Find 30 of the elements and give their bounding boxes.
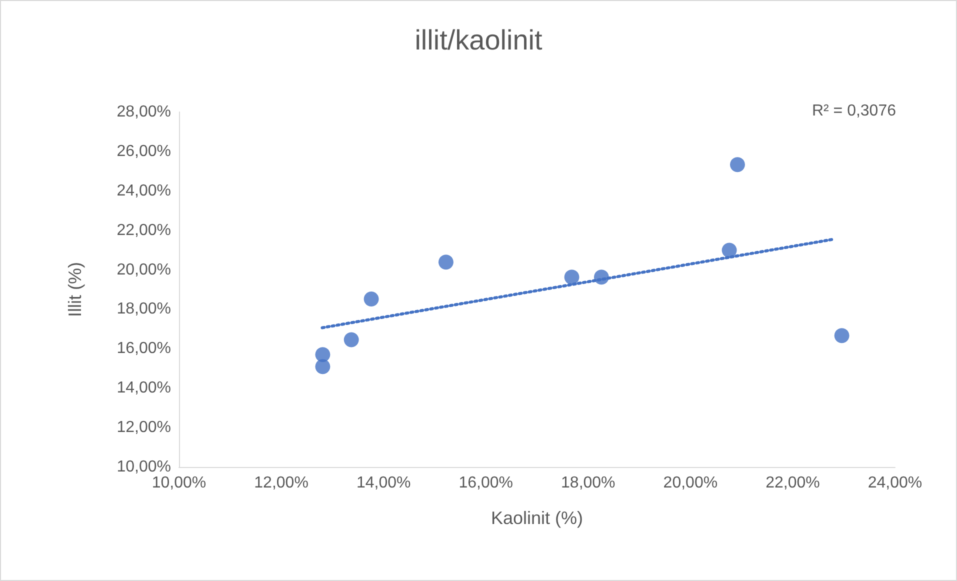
chart-title: illit/kaolinit: [414, 24, 543, 56]
point: [315, 359, 330, 374]
point: [730, 157, 745, 172]
y-tick-label: 28,00%: [116, 104, 171, 120]
y-tick-label: 14,00%: [116, 380, 171, 397]
x-tick-label: 16,00%: [458, 474, 513, 492]
y-tick-label: 20,00%: [116, 261, 171, 278]
x-tick-label: 20,00%: [663, 474, 718, 492]
x-tick-label: 12,00%: [254, 474, 308, 492]
point: [344, 332, 359, 348]
point: [364, 291, 379, 306]
annotation: R² = 0,3076: [812, 102, 896, 120]
point: [438, 254, 454, 270]
x-tick-label: 24,00%: [868, 474, 922, 492]
point: [722, 242, 737, 258]
point: [834, 328, 850, 344]
y-tick-label: 22,00%: [116, 222, 171, 239]
x-tick-label: 10,00%: [152, 474, 206, 492]
y-tick-label: 24,00%: [116, 182, 171, 200]
x-axis-title: Kaolinit (%): [490, 508, 584, 528]
y-tick-label: 26,00%: [116, 142, 171, 160]
y-axis-title: Illit (%): [65, 262, 85, 317]
y-tick-label: 12,00%: [116, 419, 171, 436]
x-tick-label: 22,00%: [766, 474, 820, 492]
x-tick-label: 14,00%: [356, 474, 411, 492]
y-tick-label: 10,00%: [116, 458, 171, 476]
y-tick-label: 16,00%: [116, 340, 171, 358]
y-tick-label: 18,00%: [116, 300, 171, 318]
x-tick-label: 18,00%: [561, 474, 616, 492]
point: [564, 270, 580, 285]
